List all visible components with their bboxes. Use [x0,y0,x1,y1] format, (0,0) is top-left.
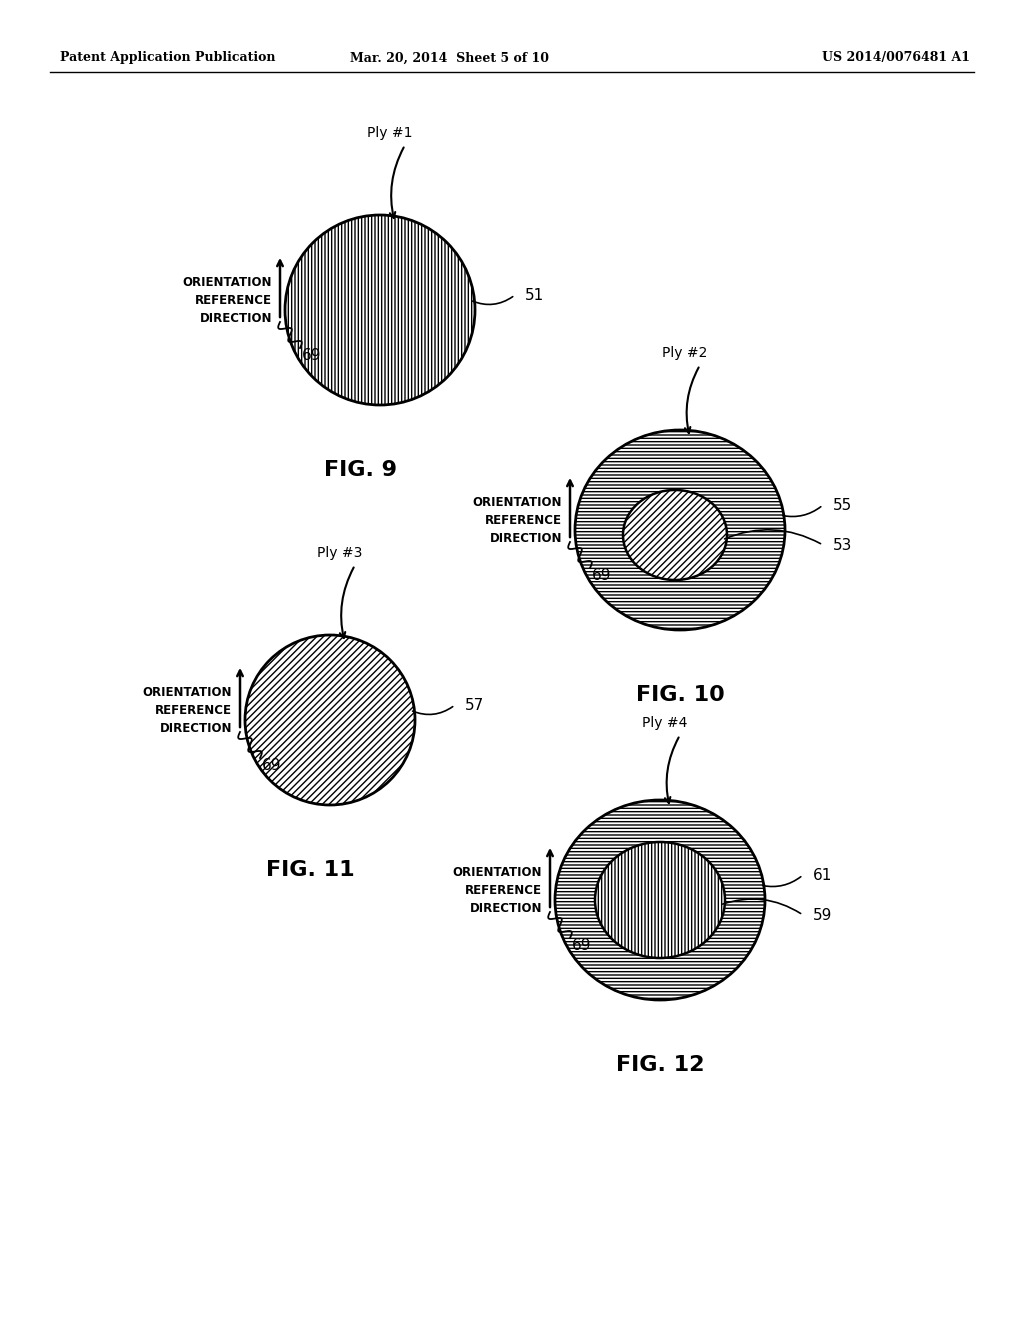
Text: Ply #3: Ply #3 [317,546,362,560]
Text: ORIENTATION: ORIENTATION [182,276,272,289]
Text: 51: 51 [525,288,544,302]
Ellipse shape [575,430,785,630]
Ellipse shape [245,635,415,805]
Text: 69: 69 [572,939,592,953]
Text: DIRECTION: DIRECTION [160,722,232,735]
Text: FIG. 9: FIG. 9 [324,459,396,480]
Text: ORIENTATION: ORIENTATION [142,686,232,700]
Text: 55: 55 [833,498,852,512]
Text: Ply #1: Ply #1 [368,125,413,140]
Ellipse shape [285,215,475,405]
Text: ORIENTATION: ORIENTATION [472,496,562,510]
Ellipse shape [623,490,727,579]
Text: REFERENCE: REFERENCE [465,884,542,898]
Ellipse shape [555,800,765,1001]
Text: REFERENCE: REFERENCE [195,294,272,308]
Text: REFERENCE: REFERENCE [155,705,232,718]
Text: Ply #4: Ply #4 [642,715,688,730]
Text: DIRECTION: DIRECTION [469,903,542,916]
Text: 61: 61 [813,867,833,883]
Text: 57: 57 [465,697,484,713]
Text: 59: 59 [813,908,833,923]
Text: 69: 69 [262,758,282,774]
Text: Ply #2: Ply #2 [663,346,708,360]
Text: 69: 69 [302,348,322,363]
Text: DIRECTION: DIRECTION [200,313,272,326]
Text: FIG. 12: FIG. 12 [615,1055,705,1074]
Text: FIG. 10: FIG. 10 [636,685,724,705]
Text: REFERENCE: REFERENCE [485,515,562,528]
Text: FIG. 11: FIG. 11 [265,861,354,880]
Text: 69: 69 [592,568,611,583]
Text: Mar. 20, 2014  Sheet 5 of 10: Mar. 20, 2014 Sheet 5 of 10 [350,51,550,65]
Text: 53: 53 [833,537,852,553]
Ellipse shape [595,842,725,958]
Text: ORIENTATION: ORIENTATION [453,866,542,879]
Text: DIRECTION: DIRECTION [489,532,562,545]
Text: Patent Application Publication: Patent Application Publication [60,51,275,65]
Text: US 2014/0076481 A1: US 2014/0076481 A1 [822,51,970,65]
